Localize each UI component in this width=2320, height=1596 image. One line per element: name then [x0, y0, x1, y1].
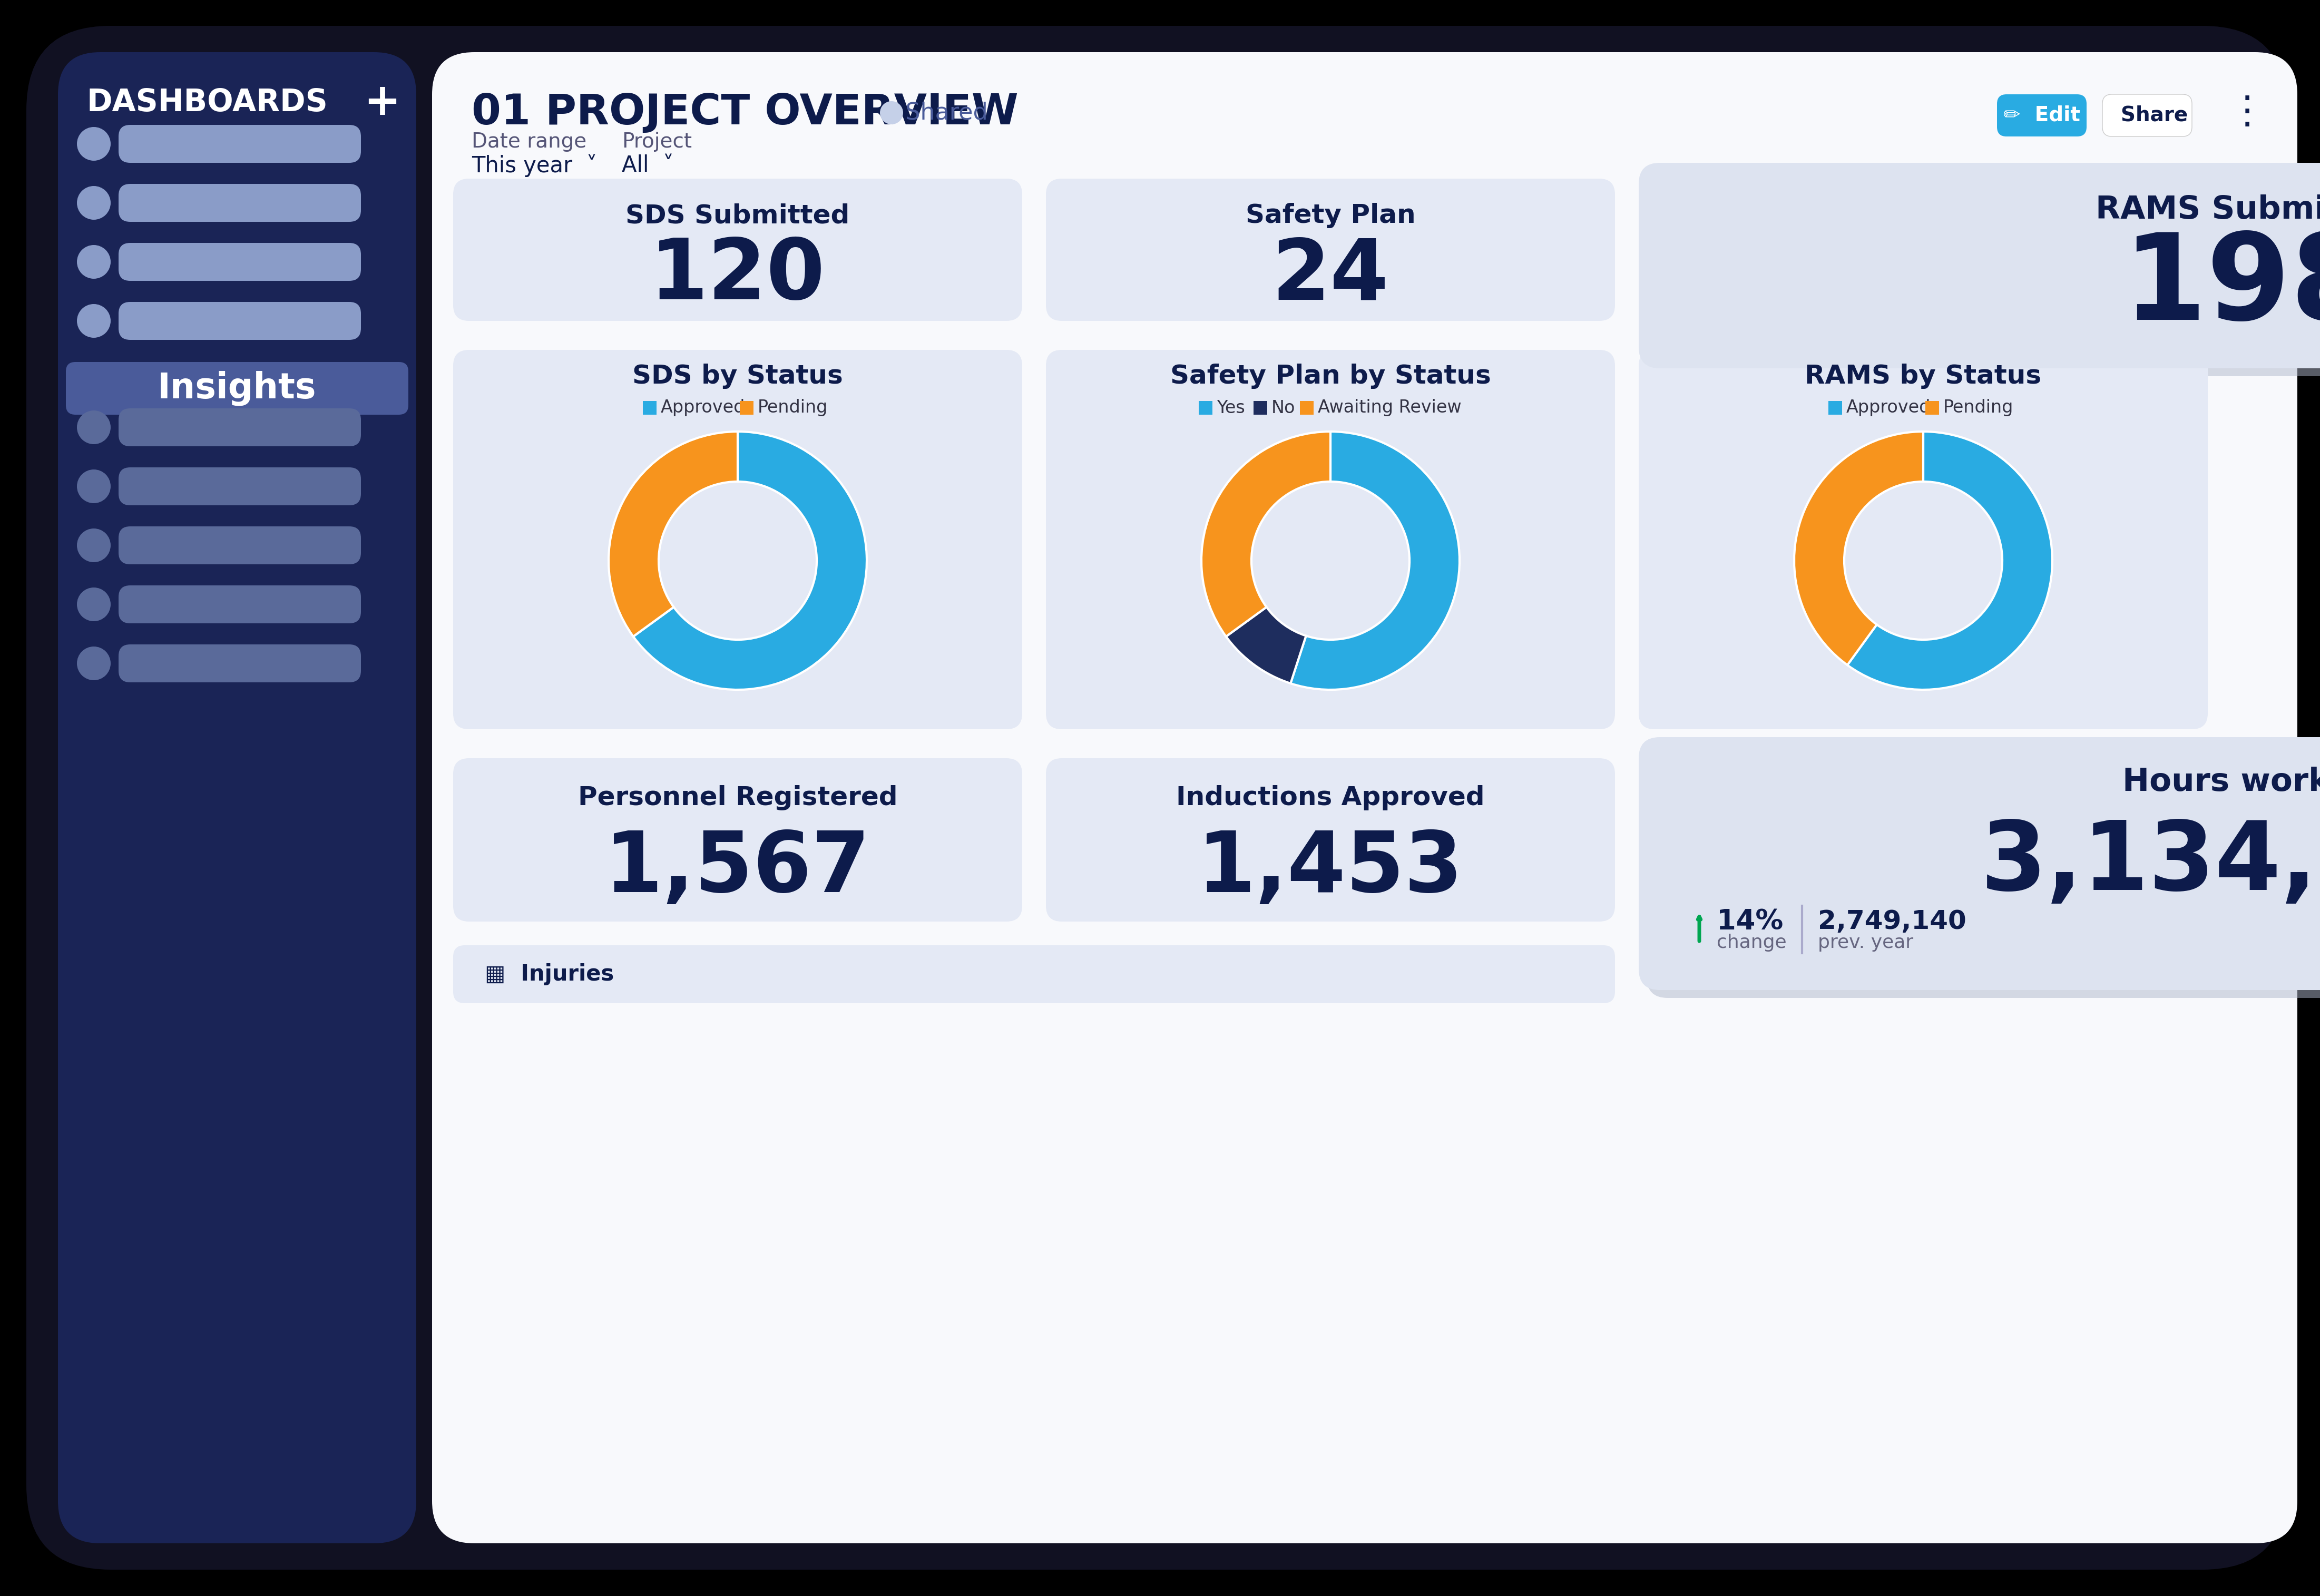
FancyBboxPatch shape: [118, 468, 362, 506]
FancyBboxPatch shape: [1647, 745, 2320, 997]
Text: Shared: Shared: [891, 102, 988, 124]
FancyBboxPatch shape: [118, 586, 362, 624]
Text: Pending: Pending: [759, 399, 828, 417]
Wedge shape: [1847, 431, 2053, 689]
Text: 14%: 14%: [1717, 908, 1784, 935]
Text: Insights: Insights: [158, 370, 316, 405]
Text: Personnel Registered: Personnel Registered: [578, 785, 898, 811]
FancyBboxPatch shape: [1638, 350, 2209, 729]
Bar: [1828, 401, 1842, 415]
FancyBboxPatch shape: [118, 302, 362, 340]
Circle shape: [77, 410, 111, 444]
Text: No: No: [1271, 399, 1295, 417]
Text: DASHBOARDS: DASHBOARDS: [86, 88, 327, 117]
FancyBboxPatch shape: [1046, 758, 1615, 921]
Wedge shape: [1793, 431, 1923, 666]
Circle shape: [77, 646, 111, 680]
Circle shape: [77, 128, 111, 161]
Text: 1,453: 1,453: [1197, 828, 1464, 910]
Text: RAMS Submitted: RAMS Submitted: [2095, 195, 2320, 225]
Text: Hours worked: Hours worked: [2123, 766, 2320, 798]
Text: 01 PROJECT OVERVIEW: 01 PROJECT OVERVIEW: [471, 93, 1018, 134]
Text: Share: Share: [2107, 105, 2188, 126]
FancyBboxPatch shape: [58, 53, 415, 1543]
FancyBboxPatch shape: [1647, 171, 2320, 377]
Text: Pending: Pending: [1944, 399, 2014, 417]
Text: +: +: [364, 81, 401, 123]
Wedge shape: [608, 431, 738, 637]
Circle shape: [77, 469, 111, 503]
Circle shape: [77, 187, 111, 220]
FancyBboxPatch shape: [118, 645, 362, 683]
FancyBboxPatch shape: [432, 53, 2297, 1543]
Circle shape: [77, 303, 111, 338]
Text: This year  ˅: This year ˅: [471, 153, 596, 177]
Text: Date range: Date range: [471, 132, 587, 152]
Text: 3,134,020: 3,134,020: [1981, 817, 2320, 910]
Text: Inductions Approved: Inductions Approved: [1176, 785, 1485, 811]
Bar: [643, 401, 657, 415]
FancyBboxPatch shape: [118, 527, 362, 565]
FancyBboxPatch shape: [1638, 737, 2320, 990]
Text: Safety Plan: Safety Plan: [1246, 203, 1415, 228]
Text: change: change: [1717, 934, 1786, 951]
Wedge shape: [1202, 431, 1329, 637]
Text: prev. year: prev. year: [1819, 934, 1914, 951]
Wedge shape: [633, 431, 868, 689]
Circle shape: [77, 587, 111, 621]
Text: 24: 24: [1271, 235, 1390, 318]
Text: ✏  Edit: ✏ Edit: [2004, 105, 2081, 126]
FancyBboxPatch shape: [2102, 94, 2192, 137]
Text: Approved: Approved: [1847, 399, 1930, 417]
Text: Awaiting Review: Awaiting Review: [1318, 399, 1462, 417]
FancyBboxPatch shape: [452, 350, 1023, 729]
FancyBboxPatch shape: [1046, 179, 1615, 321]
FancyBboxPatch shape: [452, 758, 1023, 921]
Bar: [1199, 401, 1213, 415]
FancyBboxPatch shape: [1638, 163, 2320, 369]
Text: SDS Submitted: SDS Submitted: [626, 203, 849, 228]
FancyBboxPatch shape: [1998, 94, 2086, 137]
Text: Approved: Approved: [661, 399, 745, 417]
FancyBboxPatch shape: [26, 26, 2288, 1569]
FancyBboxPatch shape: [118, 243, 362, 281]
Text: SDS by Status: SDS by Status: [633, 364, 842, 389]
FancyBboxPatch shape: [1046, 350, 1615, 729]
Text: 120: 120: [650, 235, 826, 318]
Circle shape: [879, 101, 902, 124]
Text: Safety Plan by Status: Safety Plan by Status: [1169, 364, 1492, 389]
Text: ⋮: ⋮: [2227, 94, 2267, 131]
Text: Project: Project: [622, 132, 691, 152]
Text: ▦  Injuries: ▦ Injuries: [485, 962, 615, 985]
Wedge shape: [1225, 606, 1306, 683]
Text: Yes: Yes: [1216, 399, 1246, 417]
FancyBboxPatch shape: [118, 124, 362, 163]
Bar: [740, 401, 754, 415]
Text: 2,749,140: 2,749,140: [1819, 908, 1967, 934]
Text: RAMS by Status: RAMS by Status: [1805, 364, 2042, 389]
Circle shape: [77, 246, 111, 279]
Text: 198: 198: [2123, 228, 2320, 345]
Bar: [1253, 401, 1267, 415]
Text: 1,567: 1,567: [606, 828, 870, 910]
Bar: [1299, 401, 1313, 415]
Bar: [1926, 401, 1940, 415]
FancyBboxPatch shape: [118, 409, 362, 447]
FancyBboxPatch shape: [452, 179, 1023, 321]
FancyBboxPatch shape: [65, 362, 408, 415]
Text: All  ˅: All ˅: [622, 155, 673, 177]
FancyBboxPatch shape: [452, 945, 1615, 1004]
Wedge shape: [1290, 431, 1459, 689]
FancyBboxPatch shape: [118, 184, 362, 222]
Circle shape: [77, 528, 111, 562]
